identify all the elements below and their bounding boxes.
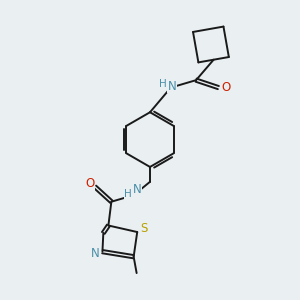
Text: S: S bbox=[140, 222, 147, 235]
Text: O: O bbox=[221, 81, 230, 94]
Text: H: H bbox=[124, 189, 132, 199]
Text: O: O bbox=[85, 177, 94, 190]
Text: N: N bbox=[133, 183, 142, 196]
Text: N: N bbox=[91, 247, 99, 260]
Text: H: H bbox=[159, 79, 167, 89]
Text: N: N bbox=[168, 80, 177, 93]
